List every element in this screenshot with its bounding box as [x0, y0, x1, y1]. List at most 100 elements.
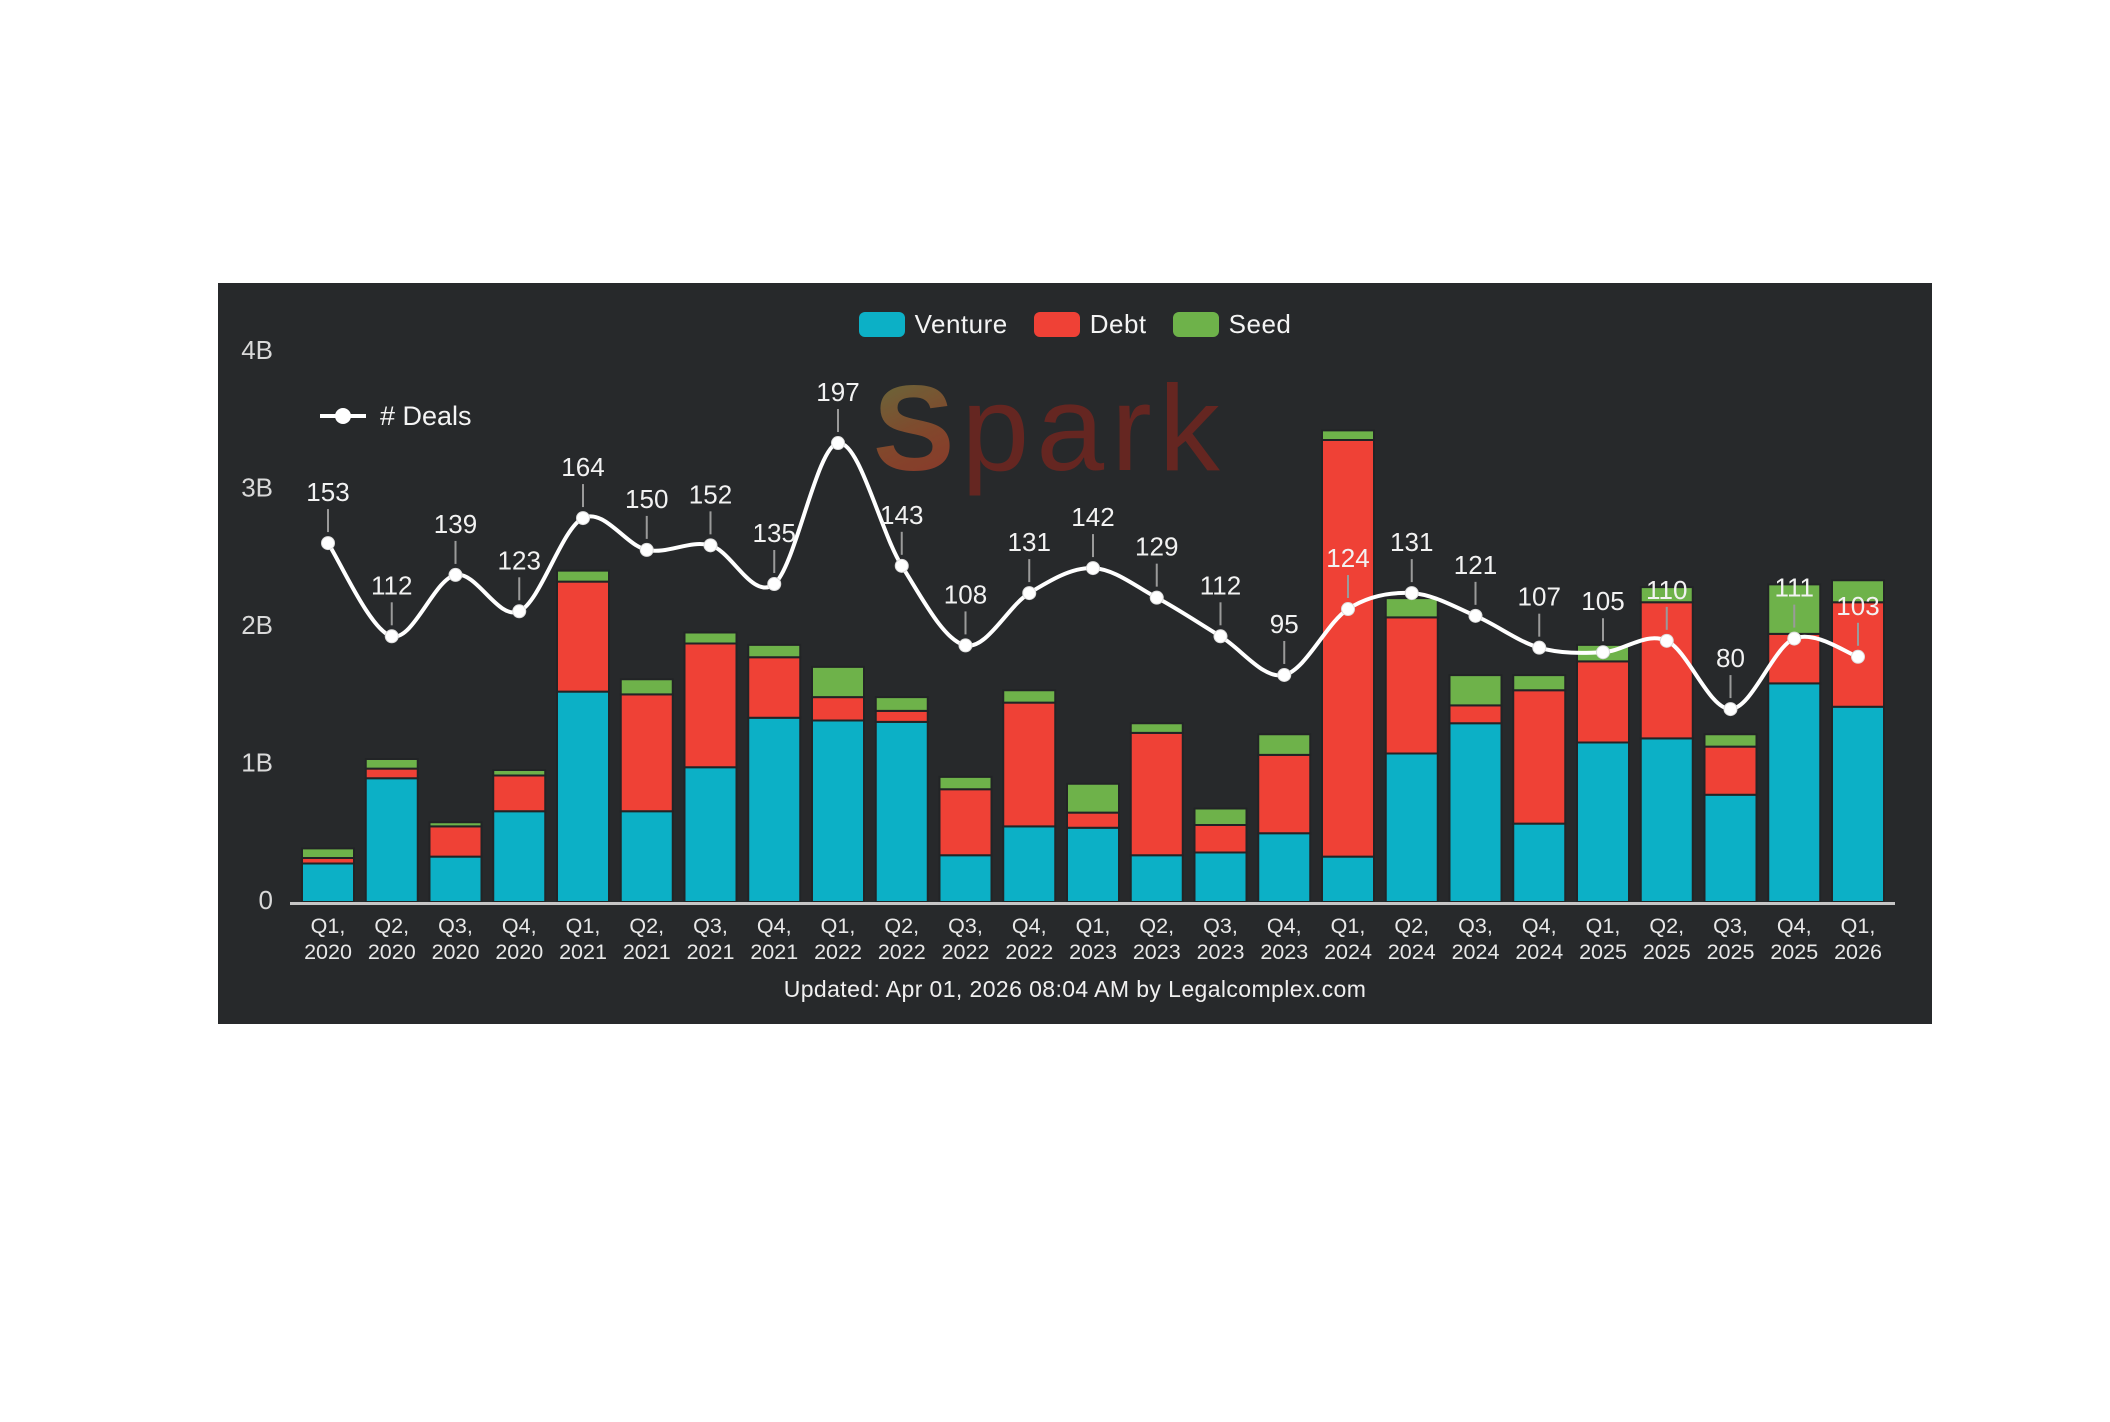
deals-point-q3-2021[interactable] — [703, 538, 718, 553]
deals-point-q3-2023[interactable] — [1213, 629, 1228, 644]
bar-q3-2023-debt-segment[interactable] — [1193, 824, 1248, 854]
deals-point-q3-2020[interactable] — [448, 567, 463, 582]
bar-q2-2024-seed-segment[interactable] — [1384, 597, 1439, 619]
bar-q1-2023-seed-segment[interactable] — [1066, 782, 1120, 814]
y-tick-label-0: 0 — [259, 885, 273, 915]
bar-q1-2021-venture-segment[interactable] — [556, 690, 610, 903]
bar-q2-2021-debt-segment[interactable] — [619, 693, 674, 813]
bar-q4-2023-debt-segment[interactable] — [1257, 753, 1312, 835]
bar-q1-2023-venture-segment[interactable] — [1066, 826, 1120, 903]
bar-q1-2022-venture-segment[interactable] — [811, 719, 865, 903]
deals-point-q4-2025[interactable] — [1787, 631, 1802, 646]
deals-value-label-q4-2021: 135 — [753, 518, 796, 548]
bar-q2-2023-venture-segment[interactable] — [1129, 854, 1184, 903]
bar-q3-2022-venture-segment[interactable] — [938, 854, 993, 903]
deals-point-q2-2020[interactable] — [384, 629, 399, 644]
deals-point-q1-2024[interactable] — [1341, 602, 1355, 617]
bar-q4-2025-venture-segment[interactable] — [1767, 682, 1822, 903]
bar-q3-2025-venture-segment[interactable] — [1703, 793, 1758, 903]
bar-q2-2021-venture-segment[interactable] — [619, 810, 674, 903]
deals-point-q1-2023[interactable] — [1086, 561, 1100, 576]
bar-q3-2020-debt-segment[interactable] — [428, 825, 483, 858]
bar-q4-2020-seed-segment[interactable] — [492, 769, 547, 777]
deals-point-q1-2020[interactable] — [321, 536, 335, 551]
bar-q2-2023-debt-segment[interactable] — [1129, 731, 1184, 857]
deals-point-q1-2025[interactable] — [1596, 645, 1610, 660]
bar-q1-2022-debt-segment[interactable] — [811, 696, 865, 722]
bar-q4-2024-seed-segment[interactable] — [1512, 674, 1567, 692]
bar-q4-2023-venture-segment[interactable] — [1257, 832, 1312, 903]
deals-point-q3-2024[interactable] — [1468, 608, 1483, 623]
bar-q3-2020-venture-segment[interactable] — [428, 855, 483, 903]
bar-q2-2024-venture-segment[interactable] — [1384, 752, 1439, 903]
bar-q4-2020-venture-segment[interactable] — [492, 810, 547, 903]
bar-q2-2025-venture-segment[interactable] — [1639, 737, 1694, 903]
bar-q4-2021-venture-segment[interactable] — [747, 716, 802, 903]
bar-q4-2023-seed-segment[interactable] — [1257, 733, 1312, 756]
bar-q3-2021-seed-segment[interactable] — [683, 631, 738, 645]
deals-point-q4-2020[interactable] — [512, 604, 527, 619]
deals-point-q2-2021[interactable] — [639, 542, 654, 557]
bar-q3-2024-venture-segment[interactable] — [1448, 722, 1503, 903]
deals-point-q4-2023[interactable] — [1277, 667, 1292, 682]
deals-point-q3-2025[interactable] — [1723, 702, 1738, 717]
deals-legend[interactable]: # Deals — [320, 401, 472, 431]
bar-q3-2022-debt-segment[interactable] — [938, 788, 993, 857]
bar-q3-2021-debt-segment[interactable] — [683, 642, 738, 769]
bar-q2-2024-debt-segment[interactable] — [1384, 616, 1439, 755]
bar-q1-2021-seed-segment[interactable] — [556, 569, 610, 583]
bar-q1-2021 — [556, 569, 610, 903]
bar-q1-2024-debt-segment[interactable] — [1321, 439, 1375, 858]
bar-q4-2021-seed-segment[interactable] — [747, 643, 802, 659]
bar-q2-2020-seed-segment[interactable] — [364, 758, 419, 770]
bar-q3-2024-debt-segment[interactable] — [1448, 704, 1503, 725]
deals-point-q2-2022[interactable] — [894, 558, 909, 573]
bar-q3-2025-seed-segment[interactable] — [1703, 733, 1758, 748]
x-tick-label-q2-2024: Q2, 2024 — [1388, 914, 1436, 964]
deals-point-q1-2026[interactable] — [1851, 649, 1865, 664]
bar-q2-2021-seed-segment[interactable] — [619, 678, 674, 696]
bar-q1-2024-seed-segment[interactable] — [1321, 429, 1375, 441]
bar-q1-2021-debt-segment[interactable] — [556, 580, 610, 693]
bar-q3-2023-venture-segment[interactable] — [1193, 851, 1248, 903]
deals-point-q3-2022[interactable] — [958, 638, 973, 653]
bar-q3-2023 — [1193, 807, 1248, 903]
bar-q3-2020-seed-segment[interactable] — [428, 821, 483, 828]
bar-q2-2023-seed-segment[interactable] — [1129, 722, 1184, 734]
bar-q2-2022-seed-segment[interactable] — [874, 696, 929, 712]
deals-point-q1-2021[interactable] — [576, 511, 590, 526]
bar-q1-2024-venture-segment[interactable] — [1321, 855, 1375, 903]
bar-q4-2022-debt-segment[interactable] — [1002, 701, 1057, 828]
bar-q1-2026-venture-segment[interactable] — [1831, 705, 1885, 903]
deals-point-q4-2022[interactable] — [1022, 586, 1037, 601]
bar-q1-2022-seed-segment[interactable] — [811, 665, 865, 699]
bar-q4-2021-debt-segment[interactable] — [747, 656, 802, 719]
deals-point-q2-2023[interactable] — [1149, 590, 1164, 605]
bar-q2-2022-debt-segment[interactable] — [874, 709, 929, 723]
bar-q1-2023-debt-segment[interactable] — [1066, 811, 1120, 829]
bar-q1-2025-debt-segment[interactable] — [1576, 660, 1630, 744]
bar-q4-2022-venture-segment[interactable] — [1002, 825, 1057, 903]
bar-q3-2024-seed-segment[interactable] — [1448, 674, 1503, 707]
bar-q1-2026-seed-segment[interactable] — [1831, 579, 1885, 604]
bar-q3-2022-seed-segment[interactable] — [938, 775, 993, 791]
bar-q4-2024-venture-segment[interactable] — [1512, 822, 1567, 903]
bar-q1-2020-venture-segment[interactable] — [301, 862, 355, 903]
bar-q2-2020-debt-segment[interactable] — [364, 767, 419, 780]
bar-q3-2021-venture-segment[interactable] — [683, 766, 738, 903]
deals-point-q1-2022[interactable] — [831, 436, 845, 451]
bar-q2-2020-venture-segment[interactable] — [364, 777, 419, 903]
bar-q2-2025-seed-segment[interactable] — [1639, 586, 1694, 604]
deals-point-q2-2025[interactable] — [1659, 633, 1674, 648]
deals-point-q4-2021[interactable] — [767, 577, 782, 592]
bar-q1-2020-seed-segment[interactable] — [301, 847, 355, 859]
bar-q4-2020-debt-segment[interactable] — [492, 774, 547, 813]
deals-point-q4-2024[interactable] — [1532, 640, 1547, 655]
bar-q4-2022-seed-segment[interactable] — [1002, 689, 1057, 704]
bar-q4-2024-debt-segment[interactable] — [1512, 689, 1567, 825]
bar-q2-2022-venture-segment[interactable] — [874, 720, 929, 903]
deals-point-q2-2024[interactable] — [1404, 586, 1419, 601]
bar-q3-2025-debt-segment[interactable] — [1703, 745, 1758, 796]
bar-q3-2023-seed-segment[interactable] — [1193, 807, 1248, 826]
bar-q1-2025-venture-segment[interactable] — [1576, 741, 1630, 903]
